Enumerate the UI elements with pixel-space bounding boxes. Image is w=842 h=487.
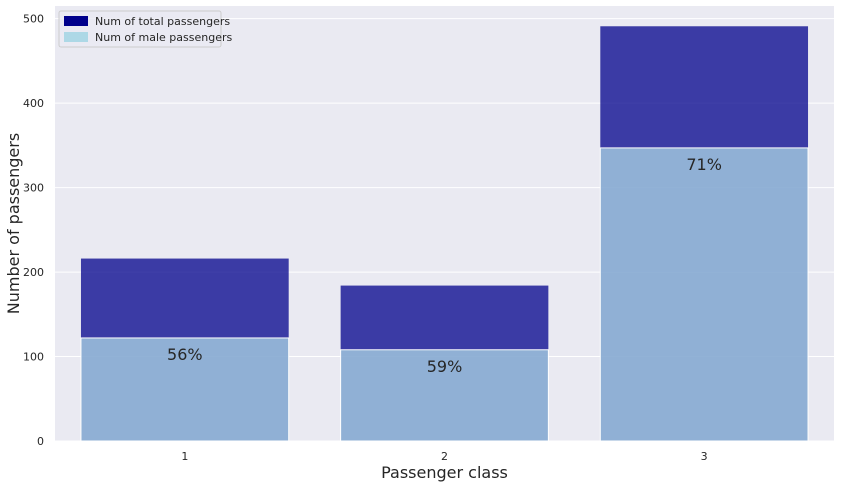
x-tick-labels: 1 2 3	[181, 450, 707, 463]
x-axis-label: Passenger class	[381, 463, 508, 482]
legend: Num of total passengers Num of male pass…	[58, 10, 232, 48]
legend-label-total: Num of total passengers	[95, 15, 230, 28]
percentage-label: 59%	[427, 357, 463, 376]
legend-box	[58, 10, 222, 48]
y-tick-label: 300	[23, 182, 44, 195]
percentage-label: 71%	[686, 155, 722, 174]
y-tick-label: 200	[23, 266, 44, 279]
legend-swatch-total	[64, 16, 88, 26]
bar-male-passengers	[340, 349, 549, 442]
x-tick-label: 3	[701, 450, 708, 463]
bar-male-passengers	[599, 147, 809, 442]
y-tick-label: 0	[37, 435, 44, 448]
percentage-labels: 56% 59% 71%	[167, 155, 722, 376]
y-tick-label: 400	[23, 97, 44, 110]
x-tick-label: 1	[181, 450, 188, 463]
legend-swatch-male	[64, 32, 88, 42]
y-tick-labels: 0 100 200 300 400 500	[23, 13, 44, 448]
y-tick-label: 100	[23, 351, 44, 364]
bar-male-passengers	[80, 337, 290, 442]
y-tick-label: 500	[23, 13, 44, 26]
bars	[80, 26, 809, 442]
percentage-label: 56%	[167, 345, 203, 364]
x-tick-label: 2	[441, 450, 448, 463]
legend-label-male: Num of male passengers	[95, 31, 232, 44]
y-axis-label: Number of passengers	[4, 133, 23, 314]
